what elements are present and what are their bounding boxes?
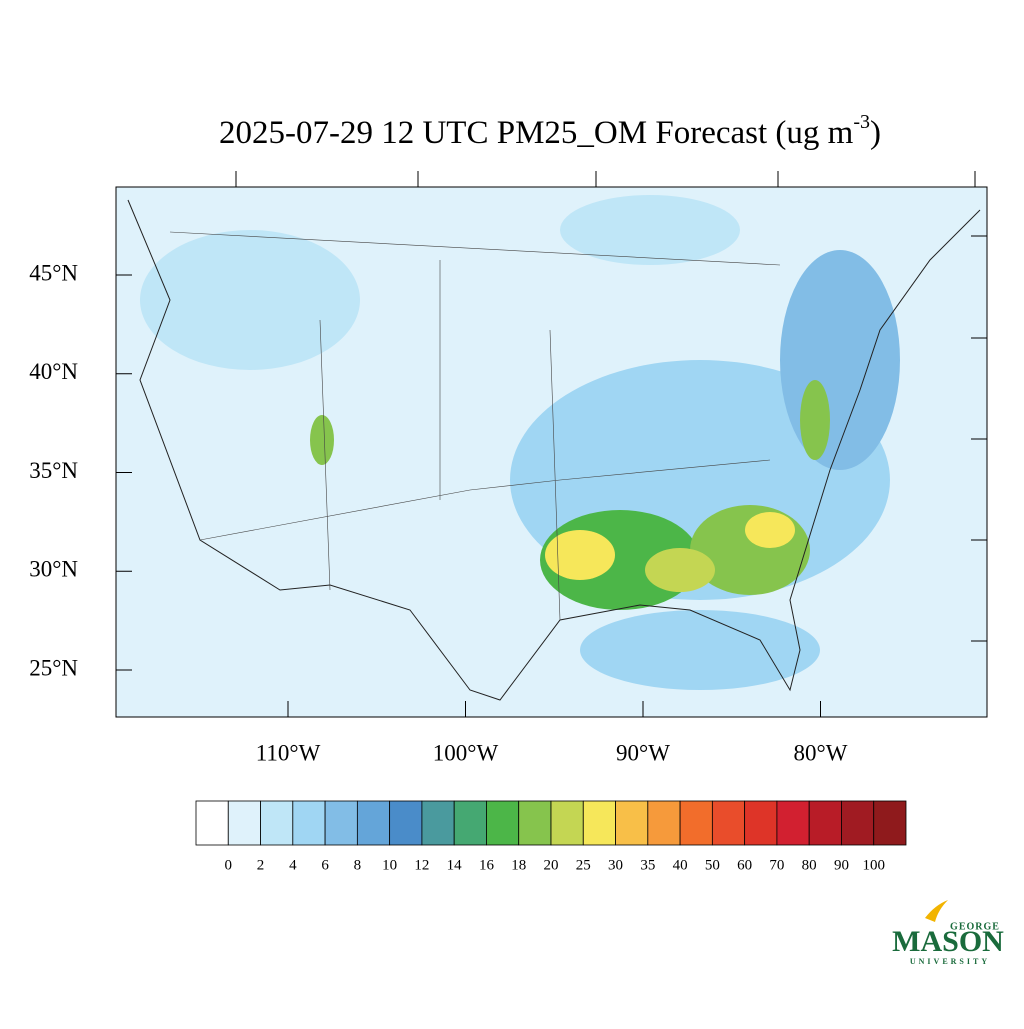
field [645, 548, 715, 592]
colorbar-label: 18 [511, 857, 526, 873]
logo-main: MASON [892, 925, 1004, 958]
colorbar-label: 100 [862, 857, 885, 873]
colorbar-box [260, 800, 294, 846]
map: 45°N 40°N 35°N 30°N 25°N 110°W 100°W 90°W 80°W [29, 171, 988, 765]
lon-tick-label: 100°W [433, 740, 499, 765]
colorbar-box [808, 800, 842, 846]
lon-tick-label: 80°W [794, 740, 848, 765]
field [560, 195, 740, 265]
colorbar-box [582, 800, 616, 846]
lon-tick-label: 110°W [256, 740, 321, 765]
colorbar-box [711, 800, 746, 846]
frame-ticks [235, 171, 987, 642]
field [780, 250, 900, 470]
colorbar-label: 12 [414, 857, 429, 873]
colorbar-label: 0 [225, 857, 233, 873]
field [545, 530, 615, 580]
colorbar-box [195, 800, 229, 846]
colorbar-label: 2 [257, 857, 265, 873]
colorbar-label: 8 [354, 857, 362, 873]
colorbar-box [292, 800, 326, 846]
colorbar-label: 90 [834, 857, 849, 873]
colorbar-box [550, 800, 584, 846]
colorbar-box [744, 800, 778, 846]
colorbar-label: 80 [802, 857, 817, 873]
lon-tick-label: 90°W [616, 740, 670, 765]
lat-tick-label: 40°N [29, 359, 78, 384]
logo-flame [925, 900, 948, 922]
lat-tick-label: 35°N [29, 458, 78, 483]
colorbar-label: 30 [608, 857, 623, 873]
logo: GEORGE MASON UNIVERSITY [892, 900, 1004, 966]
colorbar-label: 50 [705, 857, 720, 873]
field [580, 610, 820, 690]
lat-tick-label: 30°N [29, 557, 78, 582]
colorbar-box [518, 800, 552, 846]
colorbar-label: 60 [737, 857, 752, 873]
colorbar-box [486, 800, 520, 846]
colorbar-box [227, 800, 261, 846]
coastline [127, 199, 981, 701]
colorbar-label: 70 [769, 857, 784, 873]
lat-tick-label: 45°N [29, 260, 78, 285]
colorbar-label: 4 [289, 857, 297, 873]
colorbar-label: 25 [576, 857, 591, 873]
field [745, 512, 795, 548]
colorbar-box [615, 800, 649, 846]
colorbar-box [647, 800, 681, 846]
lat-tick-label: 25°N [29, 655, 78, 680]
colorbar-box [421, 800, 455, 846]
logo-top: GEORGE [950, 921, 1000, 932]
colorbar-box [356, 800, 391, 846]
colorbar-box [324, 800, 358, 846]
logo-bottom: UNIVERSITY [910, 957, 990, 966]
title-close: ) [870, 115, 881, 151]
colorbar-label: 20 [544, 857, 559, 873]
colorbar-label: 10 [382, 857, 397, 873]
colorbar-label: 40 [673, 857, 688, 873]
colorbar-box [389, 800, 423, 846]
colorbar-label: 14 [447, 857, 463, 873]
colorbar-box [776, 800, 810, 846]
colorbar-label: 6 [321, 857, 329, 873]
field [800, 380, 830, 460]
colorbar-label: 35 [640, 857, 655, 873]
colorbar-box [453, 800, 487, 846]
colorbar-box [873, 800, 907, 846]
map-frame [115, 186, 988, 718]
title-text: 2025-07-29 12 UTC PM25_OM Forecast (ug m [219, 115, 854, 151]
title-exponent: -3 [853, 111, 870, 133]
colorbar-box [841, 800, 875, 846]
colorbar-label: 16 [479, 857, 495, 873]
state-lines [169, 231, 781, 621]
title: 2025-07-29 12 UTC PM25_OM Forecast (ug m… [219, 111, 881, 151]
colorbar-box [679, 800, 713, 846]
field [310, 415, 334, 465]
colorbar: 0 2 4 6 8 10 12 14 16 18 20 25 30 35 40 50 60 70 80 90 100 [195, 800, 907, 873]
field [140, 230, 360, 370]
